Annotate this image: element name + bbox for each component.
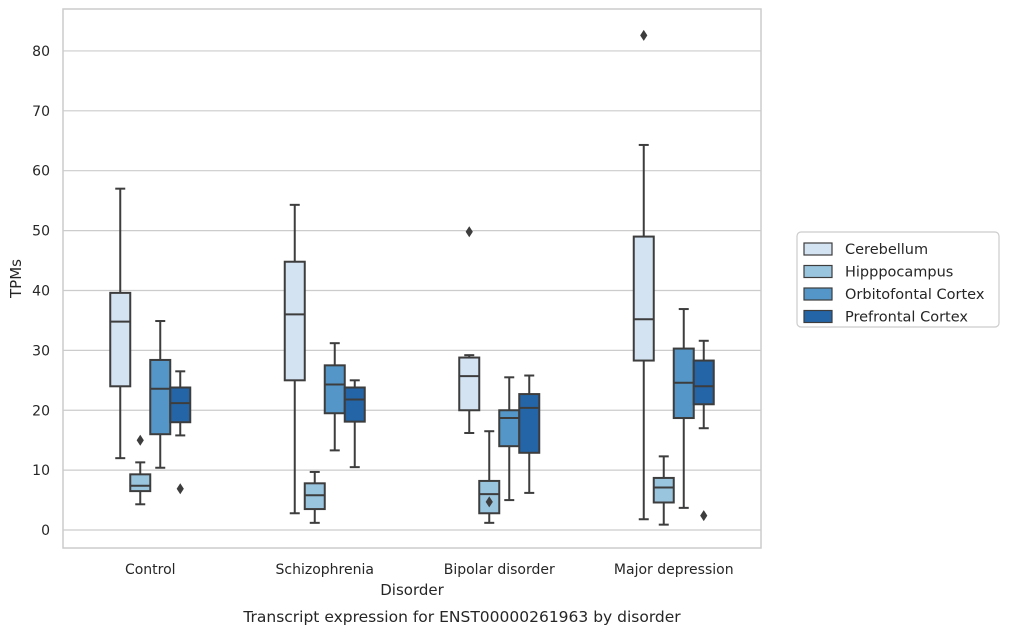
x-axis-title: Disorder <box>380 581 444 599</box>
box-body <box>169 386 192 424</box>
box-1-0 <box>129 434 152 506</box>
y-axis-title: TPMs <box>7 259 25 299</box>
outlier-point <box>176 483 184 495</box>
y-tick-label: 10 <box>32 463 50 479</box>
legend-label: Orbitofontal Cortex <box>845 287 985 303</box>
box-body <box>498 409 521 448</box>
x-tick-label: Major depression <box>614 562 734 578</box>
box-body <box>652 476 675 504</box>
legend-item: Cerebellum <box>803 242 928 258</box>
y-tick-label: 50 <box>32 224 50 240</box>
y-tick-label: 20 <box>32 403 50 419</box>
legend-item: Prefrontal Cortex <box>803 309 968 326</box>
box-body <box>323 364 346 415</box>
box-3-0 <box>169 370 192 495</box>
box-3-1 <box>343 379 366 469</box>
y-tick-label: 0 <box>41 523 50 539</box>
box-0-1 <box>283 203 306 515</box>
box-body <box>632 235 655 362</box>
y-tick-label: 30 <box>32 343 50 359</box>
legend-swatch <box>803 242 833 256</box>
legend-box <box>796 231 1000 328</box>
outlier-point <box>700 510 708 522</box>
box-2-3 <box>672 308 695 509</box>
y-tick-labels: 0 10 20 30 40 50 60 70 80 <box>32 44 50 539</box>
legend: Cerebellum Hipppocampus Orbitofontal Corte… <box>796 231 1000 328</box>
legend-swatch <box>803 287 833 301</box>
legend-swatch <box>803 309 833 324</box>
legend-label: Cerebellum <box>845 242 928 258</box>
legend-swatch <box>803 264 833 279</box>
x-tick-labels: Control Schizophrenia Bipolar disorder Majo… <box>125 562 734 578</box>
box-2-2 <box>498 376 521 502</box>
plot-boxes <box>109 29 715 526</box>
box-0-3 <box>632 29 655 521</box>
legend-label: Hipppocampus <box>845 265 953 281</box>
legend-item: Orbitofontal Cortex <box>803 287 985 303</box>
box-0-2 <box>458 226 481 435</box>
outlier-point <box>485 496 493 508</box>
y-tick-label: 80 <box>32 44 50 60</box>
outlier-point <box>640 29 648 41</box>
y-tick-label: 40 <box>32 283 50 299</box>
box-body <box>109 291 132 388</box>
box-0-0 <box>109 187 132 460</box>
box-body <box>692 359 715 406</box>
grid-lines <box>63 50 761 531</box>
outlier-point <box>465 226 473 238</box>
outlier-point <box>136 434 144 446</box>
box-body <box>518 393 541 454</box>
box-body <box>343 386 366 423</box>
box-3-2 <box>518 374 541 494</box>
box-1-1 <box>303 470 326 524</box>
box-2-0 <box>149 320 172 469</box>
legend-item: Hipppocampus <box>803 264 953 281</box>
x-tick-label: Schizophrenia <box>276 562 374 578</box>
box-1-3 <box>652 455 675 526</box>
box-1-2 <box>478 430 501 524</box>
box-body <box>149 358 172 436</box>
chart-caption: Transcript expression for ENST0000026196… <box>242 608 681 626</box>
box-3-3 <box>692 339 715 522</box>
x-tick-label: Control <box>125 562 176 578</box>
plot-frame <box>62 8 762 549</box>
box-body <box>283 260 306 382</box>
box-2-1 <box>323 342 346 452</box>
y-tick-label: 70 <box>32 104 50 120</box>
y-tick-label: 60 <box>32 164 50 180</box>
x-tick-label: Bipolar disorder <box>444 562 555 578</box>
legend-label: Prefrontal Cortex <box>845 310 968 326</box>
box-body <box>458 356 481 412</box>
box-body <box>129 473 152 493</box>
